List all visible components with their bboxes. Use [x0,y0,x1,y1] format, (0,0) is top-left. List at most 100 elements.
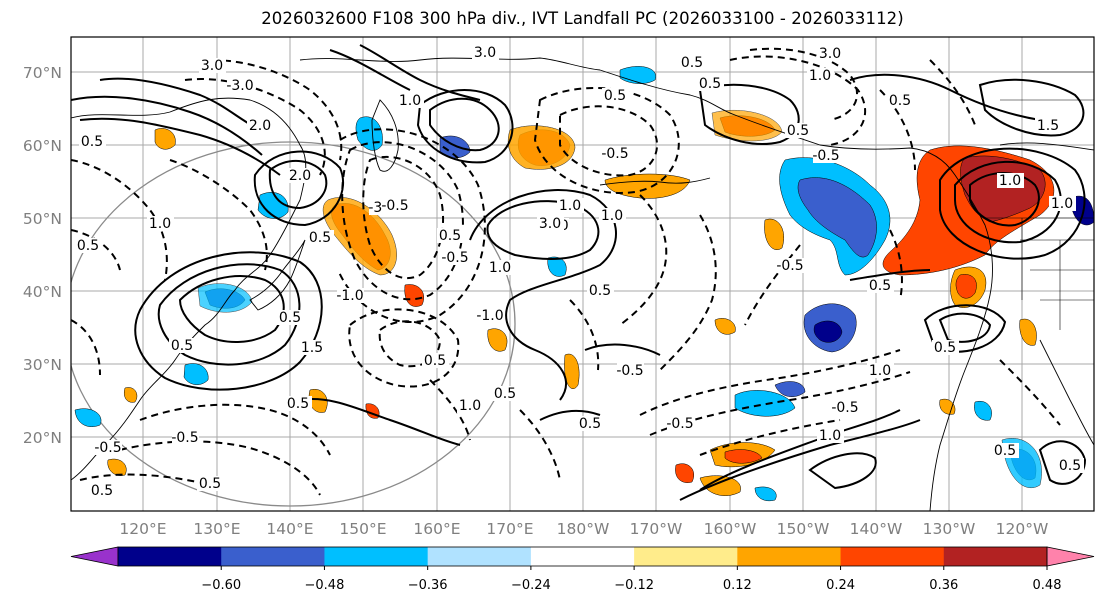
contour-solid-8 [178,275,285,343]
contour-dashed-8 [169,159,268,271]
contour-label: 0.5 [439,228,461,244]
contour-label: 0.5 [424,353,446,369]
contour-label: 3.0 [474,45,496,61]
contour-label-bg [472,45,499,60]
colorbar-frame [117,546,1048,567]
colorbar-tick-label: −0.48 [305,578,345,593]
contour-solid-6 [71,95,263,156]
contour-label-bg [477,308,504,323]
contour-label-bg [813,148,840,163]
contour-label: -3.0 [226,78,253,94]
contour-label: 0.5 [77,238,99,254]
coast-baja [1039,339,1094,446]
contour-label-bg [169,338,196,353]
contour-dashed-30 [929,59,976,126]
contour-label: -0.5 [616,363,643,379]
contour-dashed-2 [341,141,464,301]
contour-label-bg [487,260,514,275]
contour-label-bg [537,216,564,231]
contour-label-bg [277,310,304,325]
fill-siberia-sky [619,66,656,84]
contour-label: -1.0 [336,288,363,304]
contour-dashed-23 [139,403,331,456]
contour-label-bg [299,340,326,355]
lat-label: 60°N [23,137,62,155]
contour-dashed-15 [729,55,867,146]
contour-label: 0.5 [171,338,193,354]
contour-label-bg [492,386,519,401]
colorbar-segment [943,547,1048,566]
contour-label-bg [147,216,174,231]
contour-dashed-9 [71,159,168,281]
contour-label: 0.5 [1059,458,1081,474]
contour-solid-5 [99,77,261,131]
contour-label-bg [442,250,469,265]
contour-label-bg [79,134,106,149]
contour-label-group: 3.00.53.0-3.01.02.00.53.00.51.01.50.51.0… [75,45,1084,499]
colorbar: −0.60 −0.48 −0.36 −0.24 −0.12 0.12 0.24 0.36 0.4… [70,546,1095,593]
lat-label: 30°N [23,356,62,374]
region-ring [71,141,516,507]
fill-dateline-sky [547,256,567,277]
contour-label: -0.5 [666,416,693,432]
lon-label: 130°W [923,520,976,538]
contour-label-bg [867,363,894,378]
contour-label: 0.5 [889,93,911,109]
fill-subtropics-sky-1 [734,390,796,417]
contour-label-bg [832,400,859,415]
fill-subtropics-orange-3 [699,475,741,496]
lon-label: 170°E [486,520,533,538]
contour-solid-26 [584,343,661,356]
fill-west-orange-2 [124,387,138,403]
contour-label-bg [89,483,116,498]
contour-solid-27 [359,44,481,101]
contour-label-bg [667,416,694,431]
contour-solid-11 [268,159,328,210]
contour-label-bg [437,228,464,243]
contour-label-bg [199,58,226,73]
contour-label: 1.0 [459,398,481,414]
fill-bering-orange [507,125,576,170]
contour-label-bg [602,88,629,103]
contour-dashed-28 [519,409,561,481]
contour-label-bg [807,68,834,83]
fill-west-sky-1 [74,408,102,427]
contour-solid-30 [539,409,601,421]
colorbar-tick-label: −0.24 [511,578,551,593]
contour-solid-21 [808,452,877,490]
contour-dashed-25 [79,473,211,486]
contour-label-bg [992,443,1019,458]
contour-solid-7 [79,117,281,176]
contour-label-bg [997,173,1024,188]
contour-label: 0.5 [199,476,221,492]
contour-label-bg [172,430,199,445]
contour-label: -0.5 [94,440,121,456]
lon-label: 130°E [193,520,240,538]
colorbar-tick-label: −0.12 [614,578,654,593]
map-frame [70,36,1095,512]
map-title: 2026032600 F108 300 hPa div., IVT Landfa… [261,9,904,28]
fill-east-sky-1 [974,400,992,421]
contour-label: -0.5 [441,250,468,266]
contour-solid-15 [939,147,1086,260]
fill-ne-pacific-royal [797,177,877,258]
contour-dashed-22 [699,419,841,456]
contour-label: 0.5 [579,416,601,432]
contour-label: 2.0 [249,118,271,134]
coast-north-america-east [999,142,1094,151]
lon-label: 150°W [777,520,830,538]
lon-label: 180°W [557,520,610,538]
colorbar-tick-label: −0.36 [408,578,448,593]
contour-dashed-24 [119,440,321,496]
contour-label-bg [887,93,914,108]
contour-label-bg [697,76,724,91]
contour-label: 0.5 [309,230,331,246]
contour-label: -0.5 [171,430,198,446]
contour-label-bg [587,283,614,298]
coast-aleutians [599,177,711,186]
contour-solid-20 [679,419,921,501]
contour-label-bg [227,78,254,93]
contour-dashed-1 [362,155,444,280]
contour-dashed-5 [348,308,460,388]
